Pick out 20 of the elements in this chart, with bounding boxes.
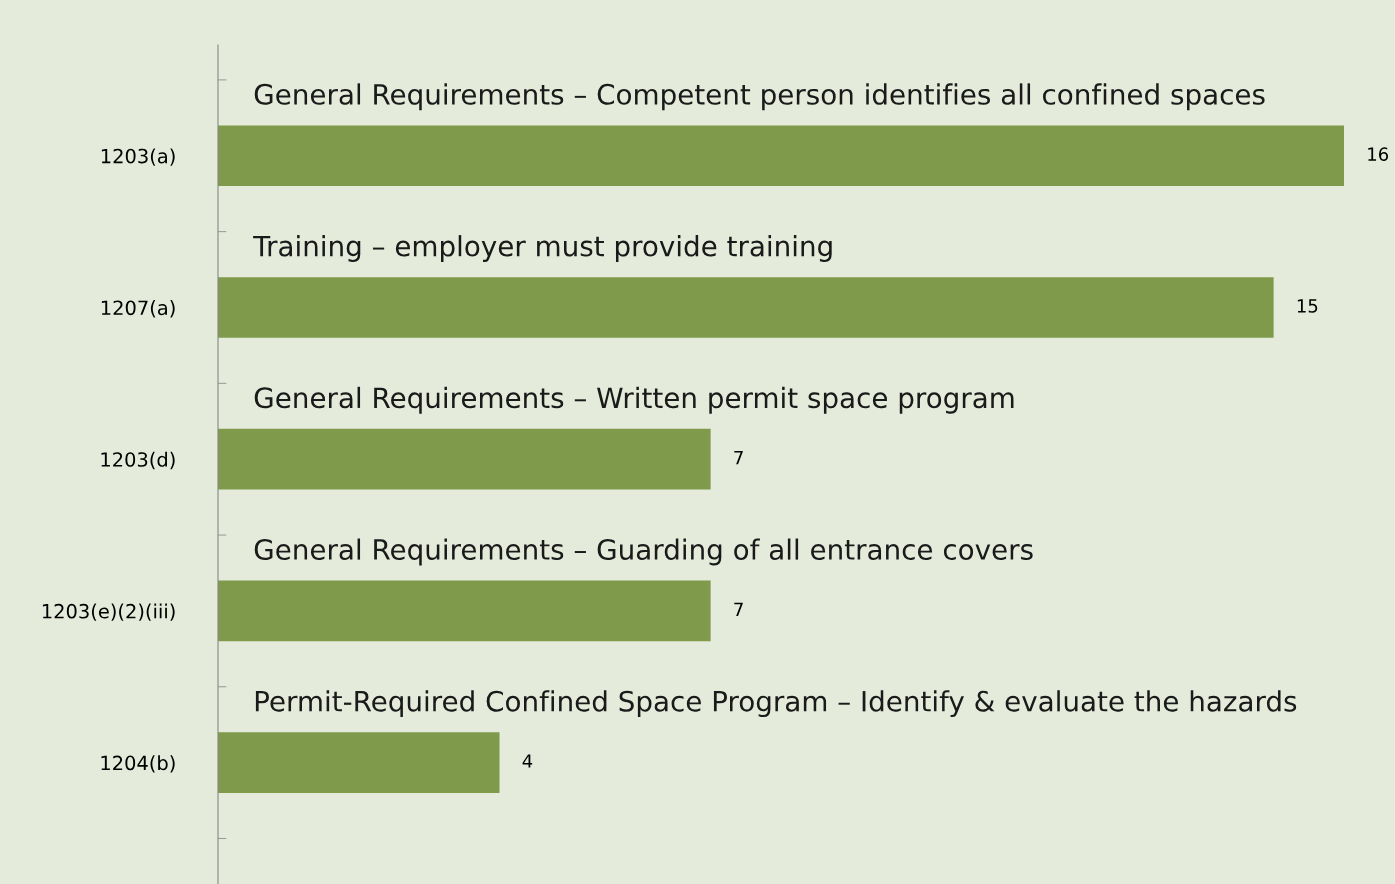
y-tick-label: 1203(d) [101, 451, 175, 470]
y-tick-label: 1207(a) [101, 300, 175, 318]
y-tick-label: 1204(b) [101, 755, 175, 773]
bar [218, 277, 1274, 338]
data-label: 16 [1368, 147, 1389, 161]
bar [218, 732, 500, 793]
annotation: General Requirements – Written permit space program [254, 386, 1014, 414]
bar [218, 428, 711, 490]
bar [218, 125, 1344, 187]
data-label: 15 [1297, 299, 1318, 313]
data-label: 4 [522, 754, 533, 768]
annotation: Permit-Required Confined Space Program – Identify & evaluate the hazards [255, 690, 1297, 718]
data-label: 7 [734, 602, 743, 616]
data-label: 7 [734, 451, 743, 465]
annotation: Training – employer must provide training [253, 235, 832, 262]
bar [218, 580, 711, 642]
annotation: General Requirements – Competent person identifies all confined spaces [254, 83, 1265, 111]
y-tick-label: 1203(a) [101, 148, 175, 166]
y-tick-label: 1203(e)(2)(iii) [42, 603, 175, 621]
annotation: General Requirements – Guarding of all entrance covers [254, 538, 1033, 566]
